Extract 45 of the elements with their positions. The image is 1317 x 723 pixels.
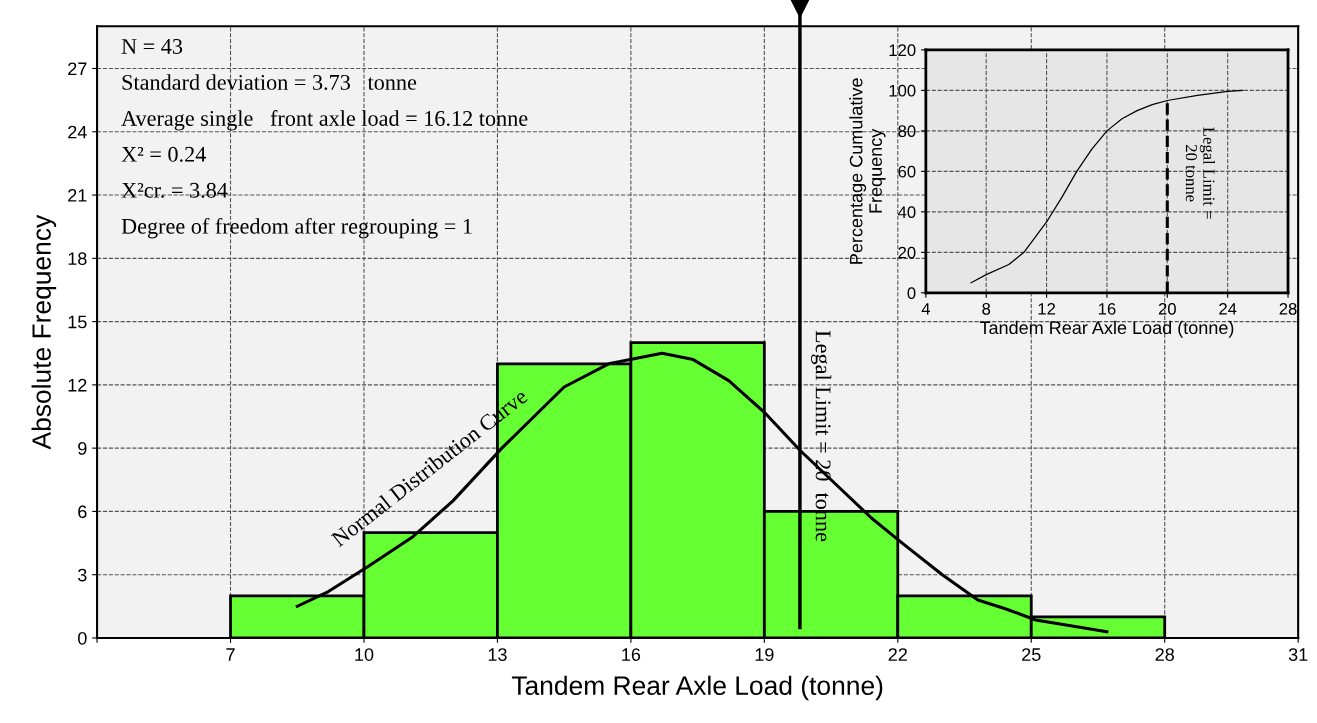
y-tick-label: 15 xyxy=(68,315,87,329)
y-tick-label: 80 xyxy=(898,125,916,138)
annotation: X²cr. = 3.84 xyxy=(121,182,228,198)
y-tick-label: 0 xyxy=(907,287,916,300)
x-tick-label: 20 xyxy=(1158,302,1176,315)
annotation: Degree of freedom after regrouping = 1 xyxy=(121,217,472,239)
y-tick-label: 12 xyxy=(68,378,87,392)
y-tick-label: 27 xyxy=(68,62,87,76)
annotation: Standard deviation = 3.73 tonne xyxy=(122,74,417,90)
annotation: N = 43 xyxy=(121,38,183,54)
x-tick-label: 22 xyxy=(888,648,907,661)
x-tick-label: 19 xyxy=(755,648,774,661)
ref-line-label: Legal Limit = 20 tonne xyxy=(1185,127,1215,219)
y-tick-label: 60 xyxy=(898,165,916,178)
x-tick-label: 4 xyxy=(921,303,930,315)
x-tick-label: 7 xyxy=(226,648,235,661)
x-tick-label: 28 xyxy=(1279,302,1297,315)
annotation: Average single front axle load = 16.12 tonne xyxy=(121,110,528,131)
x-axis-title: Tandem Rear Axle Load (tonne) xyxy=(511,675,883,701)
x-tick-label: 8 xyxy=(982,302,991,315)
x-tick-label: 28 xyxy=(1155,648,1174,661)
y-tick-label: 18 xyxy=(68,252,87,266)
x-tick-label: 25 xyxy=(1022,648,1041,661)
y-tick-label: 6 xyxy=(78,505,87,519)
x-tick-label: 13 xyxy=(488,648,507,661)
x-tick-label: 16 xyxy=(622,648,641,661)
y-axis-title: Absolute Frequency xyxy=(31,214,57,450)
y-tick-label: 20 xyxy=(898,246,916,259)
y-tick-label: 40 xyxy=(897,206,916,219)
y-tick-label: 100 xyxy=(889,84,916,97)
annotation: X² = 0.24 xyxy=(121,146,206,162)
y-tick-label: 21 xyxy=(68,188,87,202)
y-tick-label: 0 xyxy=(78,631,87,645)
x-tick-label: 24 xyxy=(1219,302,1237,315)
line-series xyxy=(970,89,1244,284)
y-tick-label: 24 xyxy=(68,125,87,139)
x-tick-label: 12 xyxy=(1038,302,1056,315)
x-tick-label: 10 xyxy=(355,648,374,661)
y-tick-label: 9 xyxy=(78,442,87,455)
x-axis-title: Tandem Rear Axle Load (tonne) xyxy=(979,320,1234,338)
y-tick-label: 120 xyxy=(889,44,916,57)
x-tick-label: 31 xyxy=(1288,648,1308,661)
y-tick-label: 3 xyxy=(77,568,87,582)
x-tick-label: 16 xyxy=(1098,302,1116,315)
y-axis-title: Percentage Cumulative Frequency xyxy=(849,78,886,264)
